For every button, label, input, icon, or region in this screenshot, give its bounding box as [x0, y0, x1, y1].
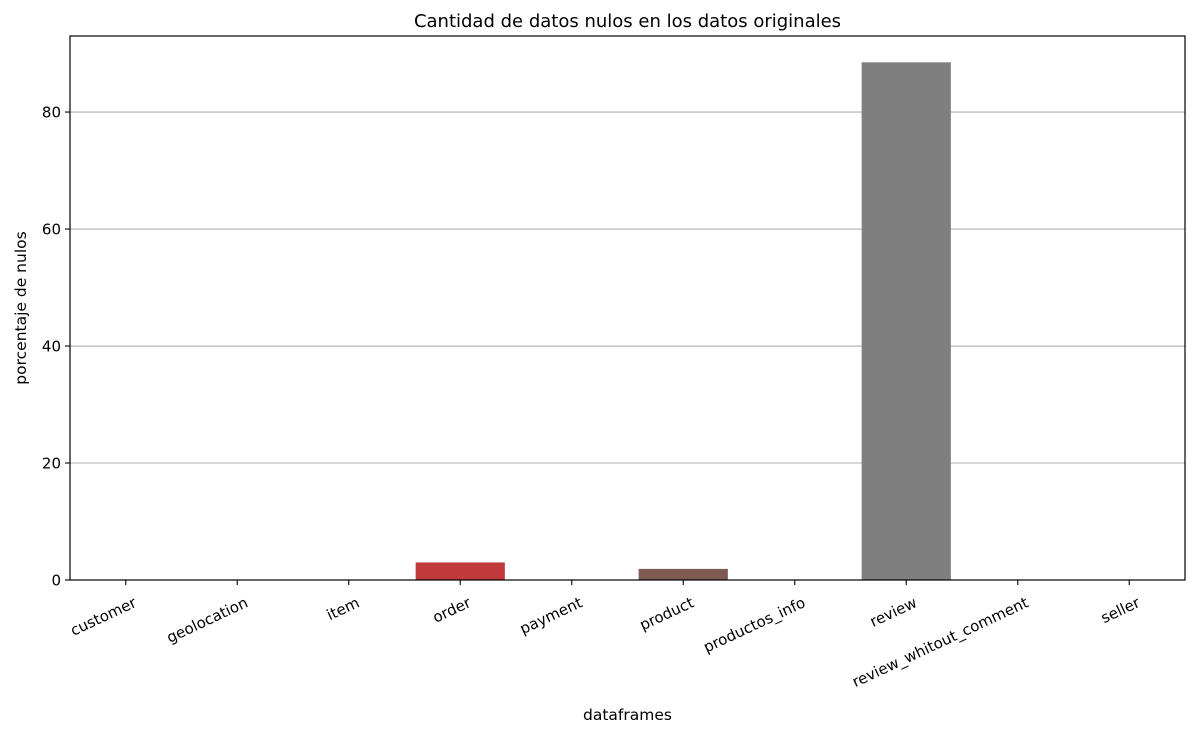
x-tick-label: order	[430, 593, 475, 627]
y-tick-label: 40	[42, 338, 61, 356]
chart-title: Cantidad de datos nulos en los datos ori…	[414, 11, 841, 32]
x-tick-label: product	[637, 593, 697, 634]
y-tick-label: 80	[42, 104, 61, 122]
y-axis-label: porcentaje de nulos	[12, 231, 30, 384]
x-tick-label: geolocation	[164, 593, 251, 646]
x-tick-label: review	[867, 593, 920, 630]
y-tick-label: 20	[42, 455, 61, 473]
gridlines	[70, 111, 1185, 464]
x-tick-label: payment	[517, 593, 585, 638]
x-tick-label: review_whitout_comment	[849, 593, 1031, 692]
y-tick-label: 0	[51, 572, 61, 590]
x-axis-label: dataframes	[583, 706, 672, 724]
x-axis-ticks: customer geolocation item order payment produ…	[68, 580, 1143, 692]
bars	[415, 62, 951, 581]
x-tick-label: customer	[68, 593, 140, 640]
x-tick-label: seller	[1098, 593, 1143, 627]
bar-review	[861, 62, 951, 581]
plot-frame	[69, 35, 1186, 581]
y-axis-ticks: 0 20 40 60 80	[42, 104, 70, 590]
y-tick-label: 60	[42, 221, 61, 239]
x-tick-label: item	[324, 593, 362, 624]
bar-order	[415, 562, 505, 580]
bar-product	[638, 568, 728, 580]
x-tick-label: productos_info	[701, 593, 809, 657]
